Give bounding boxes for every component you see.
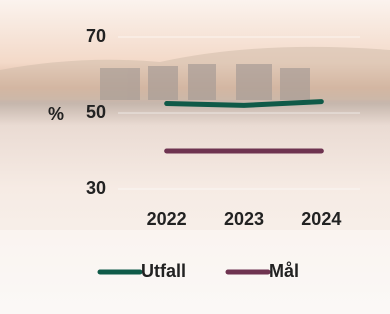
y-tick-label: 70 (86, 26, 106, 46)
x-tick-label: 2024 (301, 209, 341, 229)
chart: % 30 50 70 2022 2023 2024 Utfall Mål (0, 0, 390, 314)
x-tick-label: 2022 (147, 209, 187, 229)
legend-label: Mål (269, 261, 299, 281)
x-tick-label: 2023 (224, 209, 264, 229)
legend-backdrop (0, 230, 390, 314)
y-tick-label: 50 (86, 102, 106, 122)
y-tick-label: 30 (86, 178, 106, 198)
legend-label: Utfall (141, 261, 186, 281)
y-axis-label: % (48, 104, 64, 124)
